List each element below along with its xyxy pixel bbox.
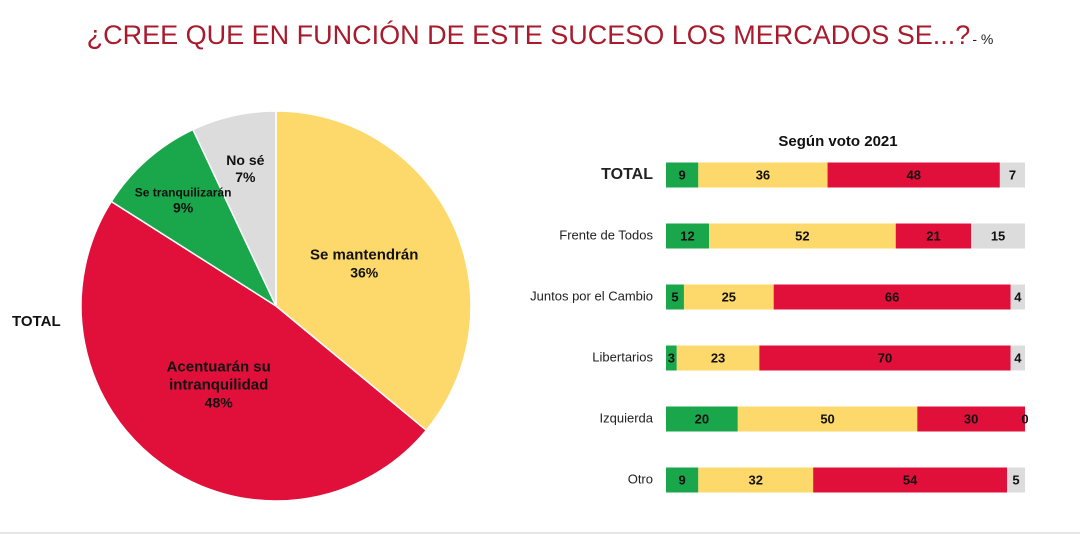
data-label: 12 bbox=[680, 228, 694, 243]
data-label: 48 bbox=[906, 167, 920, 182]
data-label: 20 bbox=[695, 411, 709, 426]
data-label: 0 bbox=[1021, 411, 1028, 426]
bar-segment bbox=[999, 162, 1025, 188]
bar-segment bbox=[666, 223, 710, 249]
pie-value: 7% bbox=[235, 168, 256, 185]
bar-segment bbox=[666, 467, 699, 493]
pie-category: Se mantendrán bbox=[310, 247, 419, 265]
pie-label: Se tranquilizarán 9% bbox=[123, 185, 243, 216]
title-unit: - % bbox=[972, 31, 994, 47]
pie-label: Se mantendrán 36% bbox=[297, 247, 432, 282]
page-title: ¿CREE QUE EN FUNCIÓN DE ESTE SUCESO LOS … bbox=[86, 20, 971, 50]
bar-segment bbox=[971, 223, 1025, 249]
bar-segment bbox=[666, 406, 738, 432]
pie-label: Acentuarán su intranquilidad 48% bbox=[151, 358, 286, 411]
data-label: 25 bbox=[722, 289, 736, 304]
bar-segment bbox=[1010, 284, 1025, 310]
data-label: 9 bbox=[679, 167, 686, 182]
bar-title: Según voto 2021 bbox=[778, 133, 897, 150]
category-label: Libertarios bbox=[592, 349, 653, 364]
category-label: Otro bbox=[628, 471, 653, 486]
bar-segment bbox=[676, 345, 760, 371]
pie-value: 48% bbox=[204, 394, 233, 411]
data-label: 66 bbox=[885, 289, 899, 304]
bar-segment bbox=[666, 284, 684, 310]
pie-value: 9% bbox=[173, 199, 194, 216]
bar-segment bbox=[917, 406, 1025, 432]
data-label: 5 bbox=[1012, 472, 1019, 487]
bar-segment bbox=[666, 162, 699, 188]
category-label: Izquierda bbox=[600, 410, 654, 425]
data-label: 30 bbox=[964, 411, 978, 426]
data-label: 4 bbox=[1014, 350, 1022, 365]
pie-category: No sé bbox=[226, 152, 265, 169]
pie-label: No sé 7% bbox=[185, 152, 305, 186]
data-label: 50 bbox=[820, 411, 834, 426]
bar-segment bbox=[773, 284, 1011, 310]
data-label: 32 bbox=[749, 472, 763, 487]
data-label: 23 bbox=[711, 350, 725, 365]
pie-slice bbox=[80, 200, 428, 502]
data-label: 4 bbox=[1014, 289, 1022, 304]
data-label: 15 bbox=[991, 228, 1005, 243]
category-label: Frente de Todos bbox=[559, 227, 653, 242]
data-label: 21 bbox=[926, 228, 940, 243]
bar-segment bbox=[698, 162, 828, 188]
pie-category: Acentuarán su intranquilidad bbox=[166, 358, 271, 394]
pie-slice bbox=[110, 128, 278, 309]
bar-segment bbox=[666, 345, 677, 371]
bar-segment bbox=[1007, 467, 1025, 493]
category-label: TOTAL bbox=[601, 166, 653, 183]
bar-segment bbox=[895, 223, 972, 249]
pie-category: Se tranquilizarán bbox=[134, 185, 232, 200]
data-label: 70 bbox=[878, 350, 892, 365]
bar-segment bbox=[709, 223, 896, 249]
bar-segment bbox=[827, 162, 1000, 188]
data-label: 52 bbox=[795, 228, 809, 243]
data-label: 7 bbox=[1009, 167, 1016, 182]
bar-segment bbox=[683, 284, 774, 310]
bar-segment bbox=[1010, 345, 1025, 371]
pie-title: TOTAL bbox=[12, 313, 61, 330]
bar-segment bbox=[698, 467, 814, 493]
pie-slice bbox=[191, 110, 277, 307]
bar-segment bbox=[759, 345, 1011, 371]
bar-segment bbox=[813, 467, 1008, 493]
pie-slice bbox=[275, 110, 472, 432]
data-label: 36 bbox=[756, 167, 770, 182]
data-label: 54 bbox=[903, 472, 918, 487]
title-row: ¿CREE QUE EN FUNCIÓN DE ESTE SUCESO LOS … bbox=[0, 20, 1080, 51]
data-label: 3 bbox=[668, 350, 675, 365]
data-label: 5 bbox=[671, 289, 678, 304]
bar-segment bbox=[737, 406, 918, 432]
data-label: 9 bbox=[679, 472, 686, 487]
pie-value: 36% bbox=[350, 265, 379, 282]
category-label: Juntos por el Cambio bbox=[530, 288, 653, 303]
